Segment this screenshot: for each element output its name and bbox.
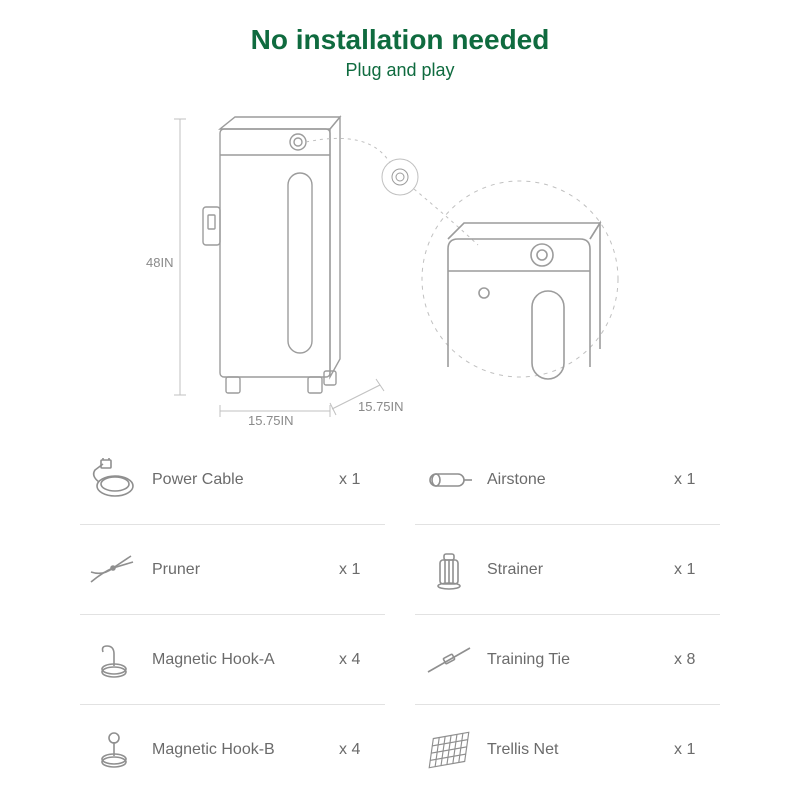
dim-depth-label: 15.75IN [358, 399, 404, 414]
item-qty: x 8 [674, 651, 720, 669]
airstone-icon [415, 452, 483, 508]
trellis-net-icon [415, 722, 483, 778]
list-item: Power Cable x 1 [80, 435, 385, 525]
product-diagram: 48IN 15.75IN 15.75IN [80, 99, 720, 429]
power-cable-icon [80, 452, 148, 508]
item-qty: x 1 [339, 471, 385, 489]
page-title: No installation needed [251, 24, 550, 56]
strainer-icon [415, 542, 483, 598]
list-item: Airstone x 1 [415, 435, 720, 525]
item-qty: x 1 [674, 741, 720, 759]
dim-width-label: 15.75IN [248, 413, 294, 428]
pruner-icon [80, 542, 148, 598]
dim-height-label: 48IN [146, 255, 173, 270]
magnetic-hook-b-icon [80, 722, 148, 778]
item-label: Airstone [483, 471, 674, 489]
page-subtitle: Plug and play [345, 60, 454, 81]
item-qty: x 1 [674, 471, 720, 489]
item-label: Trellis Net [483, 741, 674, 759]
item-label: Strainer [483, 561, 674, 579]
item-label: Magnetic Hook-A [148, 651, 339, 669]
item-qty: x 4 [339, 741, 385, 759]
item-label: Pruner [148, 561, 339, 579]
list-item: Training Tie x 8 [415, 615, 720, 705]
magnetic-hook-a-icon [80, 632, 148, 688]
item-qty: x 1 [339, 561, 385, 579]
item-label: Magnetic Hook-B [148, 741, 339, 759]
item-label: Power Cable [148, 471, 339, 489]
item-qty: x 4 [339, 651, 385, 669]
accessory-list: Power Cable x 1 Airstone x 1 Pruner x 1 [80, 435, 720, 795]
item-qty: x 1 [674, 561, 720, 579]
list-item: Magnetic Hook-B x 4 [80, 705, 385, 795]
training-tie-icon [415, 632, 483, 688]
list-item: Pruner x 1 [80, 525, 385, 615]
item-label: Training Tie [483, 651, 674, 669]
list-item: Trellis Net x 1 [415, 705, 720, 795]
list-item: Magnetic Hook-A x 4 [80, 615, 385, 705]
list-item: Strainer x 1 [415, 525, 720, 615]
